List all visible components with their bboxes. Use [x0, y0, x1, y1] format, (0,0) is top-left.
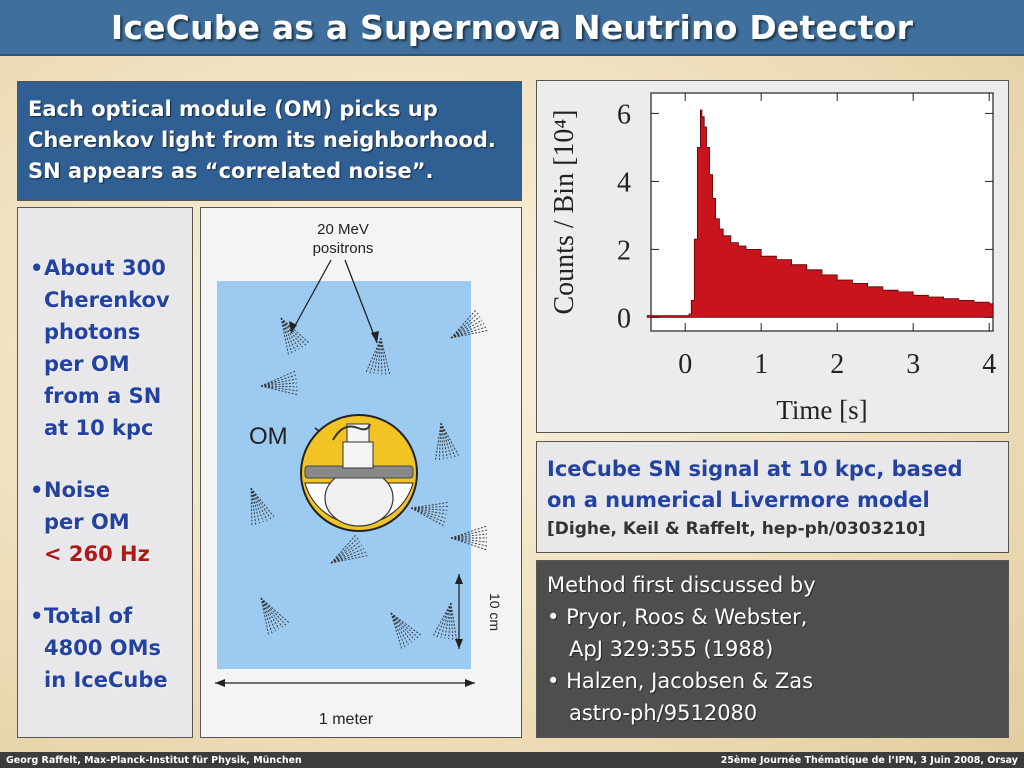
bullet-line: per OM: [44, 352, 130, 376]
x-tick-label: 4: [982, 349, 996, 380]
y-tick-label: 4: [617, 167, 631, 198]
cherenkov-cone: [260, 370, 299, 396]
om-diagram-svg: 20 MeV positrons OM 10 cm 1 meter: [215, 221, 503, 728]
bullet-line: in IceCube: [44, 668, 168, 692]
x-axis-label: Time [s]: [776, 395, 867, 425]
om-label: OM: [249, 423, 288, 450]
bullet-icon: •: [30, 604, 44, 628]
optical-module: [300, 414, 418, 532]
positron-label-1: 20 MeV: [317, 221, 369, 238]
caption-line: on a numerical Livermore model: [547, 488, 930, 512]
method-item-detail: ApJ 329:355 (1988): [569, 637, 774, 661]
x-tick-label: 0: [678, 349, 692, 380]
cherenkov-cone: [434, 422, 460, 461]
bullet-icon: •: [547, 605, 567, 629]
y-axis-label: Counts / Bin [10⁴]: [549, 110, 580, 315]
x-tick-label: 1: [754, 349, 768, 380]
bullet-line: per OM: [44, 510, 130, 534]
title-bar: IceCube as a Supernova Neutrino Detector: [0, 0, 1024, 56]
caption-reference: [Dighe, Keil & Raffelt, hep-ph/0303210]: [547, 519, 926, 539]
chart-caption: IceCube SN signal at 10 kpc, based on a …: [536, 441, 1009, 553]
cherenkov-cones: [250, 309, 489, 650]
method-item-text: Pryor, Roos & Webster,: [566, 605, 808, 629]
bullet-line: Cherenkov: [44, 288, 170, 312]
positron-label-2: positrons: [313, 240, 374, 257]
slide-title: IceCube as a Supernova Neutrino Detector: [110, 7, 914, 47]
bullet-icon: •: [30, 256, 44, 280]
chart-panel: 0 2 4 6 0 1 2 3 4 Counts / Bin [10⁴] Time [s]: [536, 80, 1009, 433]
bullet-line: 4800 OMs: [44, 636, 162, 660]
scale-label-vertical: 10 cm: [487, 593, 503, 631]
y-tick-label: 2: [617, 235, 631, 266]
bullet-line-highlight: < 260 Hz: [44, 542, 150, 566]
intro-line: SN appears as “correlated noise”.: [28, 159, 434, 183]
cherenkov-cone: [450, 525, 488, 551]
bullet-line: photons: [44, 320, 141, 344]
bullet-line: Total of: [44, 604, 133, 628]
bullet-line: Noise: [44, 478, 110, 502]
footer-author: Georg Raffelt, Max-Planck-Institut für P…: [6, 754, 302, 766]
footer-event: 25ème Journée Thématique de l’IPN, 3 Jui…: [720, 754, 1018, 766]
bullet-line: at 10 kpc: [44, 416, 154, 440]
bullet-line: from a SN: [44, 384, 162, 408]
bullet-icon: •: [30, 478, 44, 502]
pointer-arrow: [344, 259, 378, 344]
bullet-total: • Total of 4800 OMs in IceCube: [30, 600, 192, 696]
pointer-arrow: [290, 259, 332, 334]
arrowhead: [371, 331, 379, 343]
method-item-detail: astro-ph/9512080: [569, 701, 758, 725]
bullet-line: About 300: [44, 256, 166, 280]
scale-label-horizontal: 1 meter: [319, 711, 374, 728]
intro-line: Each optical module (OM) picks up: [28, 97, 438, 121]
intro-line: Cherenkov light from its neighborhood.: [28, 128, 496, 152]
cherenkov-cone: [410, 501, 449, 527]
method-box: Method first discussed by • Pryor, Roos …: [536, 560, 1009, 738]
intro-box: Each optical module (OM) picks up Cheren…: [17, 81, 522, 201]
histogram-area: [646, 109, 994, 318]
om-diagram: 20 MeV positrons OM 10 cm 1 meter: [200, 207, 522, 738]
cherenkov-cone: [365, 337, 391, 376]
bullet-panel: • About 300 Cherenkov photons per OM fro…: [17, 207, 193, 738]
chart-svg: 0 2 4 6 0 1 2 3 4 Counts / Bin [10⁴] Time [s]: [549, 92, 996, 425]
x-tick-label: 2: [830, 349, 844, 380]
caption-line: IceCube SN signal at 10 kpc, based: [547, 457, 963, 481]
bullet-photons: • About 300 Cherenkov photons per OM fro…: [30, 252, 192, 444]
method-item: • Pryor, Roos & Webster,: [547, 601, 998, 633]
y-tick-label: 6: [617, 99, 631, 130]
footer-bar: Georg Raffelt, Max-Planck-Institut für P…: [0, 752, 1024, 768]
arrowhead: [289, 321, 297, 333]
y-tick-label: 0: [617, 303, 631, 334]
method-item: • Halzen, Jacobsen & Zas: [547, 665, 998, 697]
method-heading: Method first discussed by: [547, 573, 816, 597]
bullet-icon: •: [547, 669, 567, 693]
method-item-text: Halzen, Jacobsen & Zas: [566, 669, 814, 693]
x-tick-label: 3: [906, 349, 920, 380]
bullet-noise: • Noise per OM < 260 Hz: [30, 474, 192, 570]
